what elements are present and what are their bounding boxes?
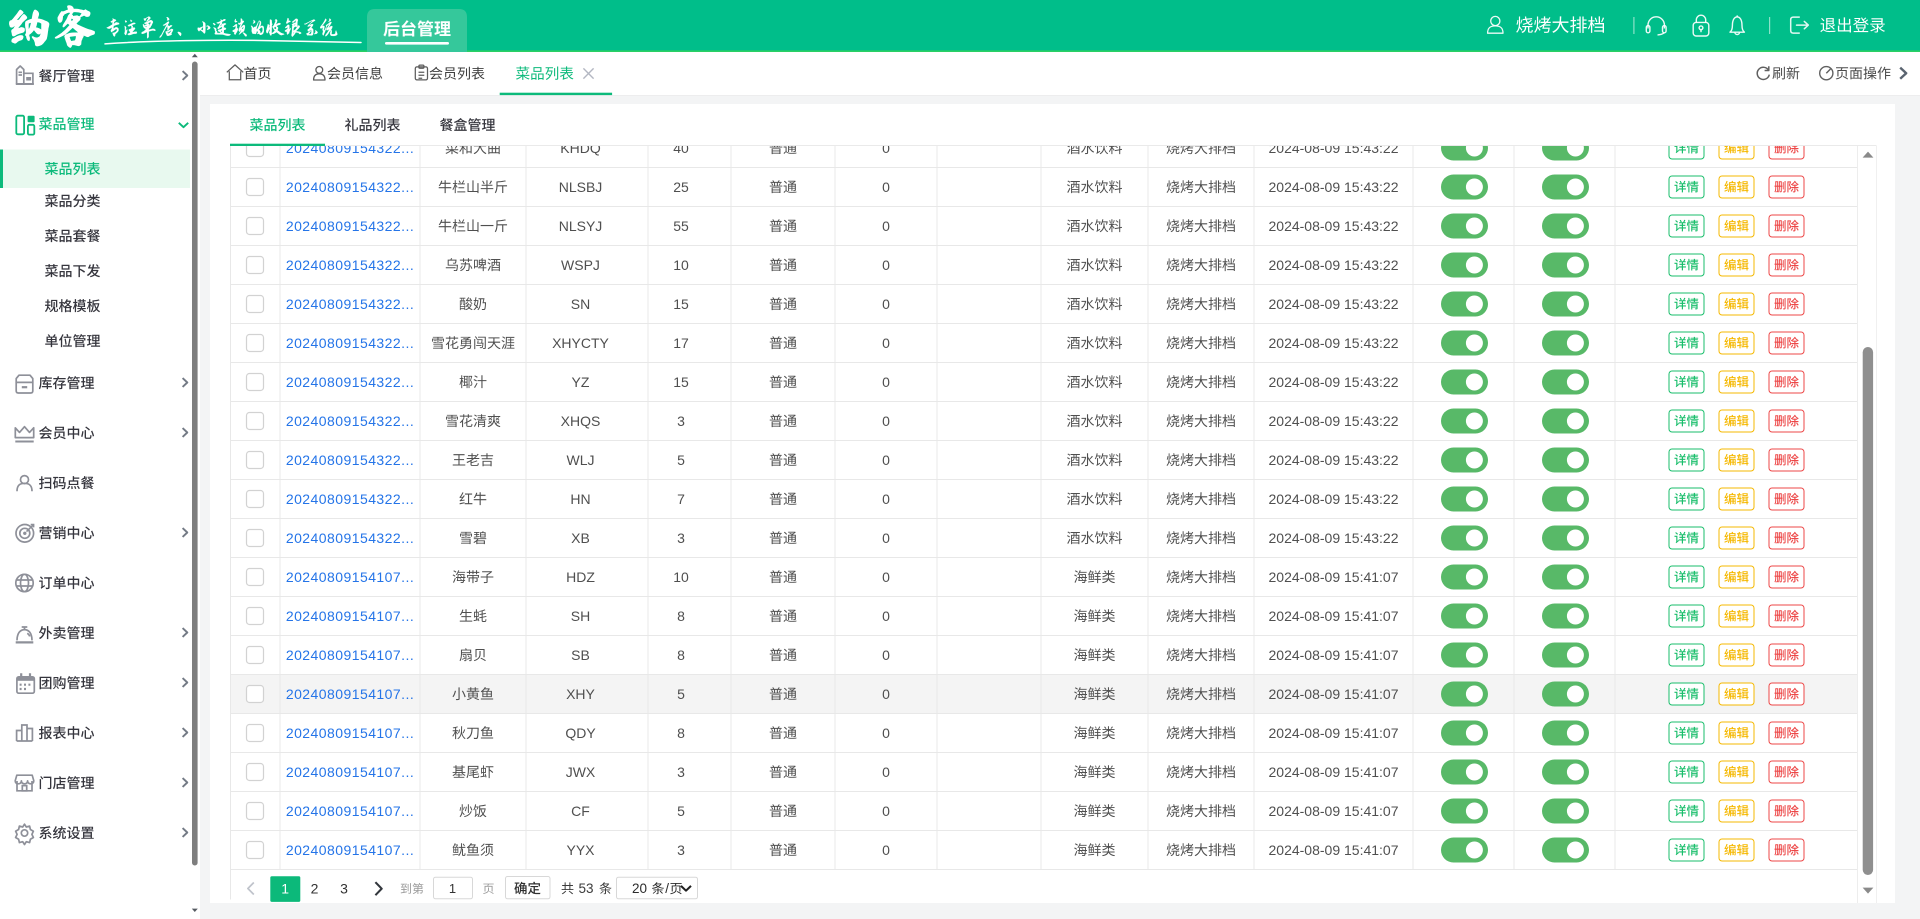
svg-text:20240809154322...: 20240809154322... — [286, 335, 414, 351]
svg-text:20240809154322...: 20240809154322... — [286, 179, 414, 195]
svg-text:20240809154107...: 20240809154107... — [286, 608, 414, 624]
svg-text:3: 3 — [340, 881, 348, 897]
svg-text:1: 1 — [449, 881, 456, 896]
svg-text:20240809154107...: 20240809154107... — [286, 842, 414, 858]
svg-text:XHQS: XHQS — [561, 413, 601, 429]
svg-text:0: 0 — [882, 374, 890, 390]
svg-text:0: 0 — [882, 296, 890, 312]
svg-text:5: 5 — [677, 803, 685, 819]
svg-text:HDZ: HDZ — [566, 569, 595, 585]
svg-text:0: 0 — [882, 569, 890, 585]
svg-text:8: 8 — [677, 608, 685, 624]
svg-text:SH: SH — [571, 608, 590, 624]
svg-text:CF: CF — [571, 803, 590, 819]
svg-text:2024-08-09 15:41:07: 2024-08-09 15:41:07 — [1269, 764, 1399, 780]
svg-text:2024-08-09 15:43:22: 2024-08-09 15:43:22 — [1269, 530, 1399, 546]
svg-text:0: 0 — [882, 764, 890, 780]
svg-text:2024-08-09 15:43:22: 2024-08-09 15:43:22 — [1269, 335, 1399, 351]
svg-text:2024-08-09 15:43:22: 2024-08-09 15:43:22 — [1269, 179, 1399, 195]
svg-text:1: 1 — [281, 881, 289, 897]
svg-text:0: 0 — [882, 686, 890, 702]
svg-text:HN: HN — [570, 491, 590, 507]
svg-text:2024-08-09 15:43:22: 2024-08-09 15:43:22 — [1269, 452, 1399, 468]
svg-text:25: 25 — [673, 179, 689, 195]
svg-text:2024-08-09 15:43:22: 2024-08-09 15:43:22 — [1269, 257, 1399, 273]
svg-text:5: 5 — [677, 686, 685, 702]
svg-text:0: 0 — [882, 530, 890, 546]
svg-text:20240809154322...: 20240809154322... — [286, 257, 414, 273]
svg-text:10: 10 — [673, 257, 689, 273]
svg-text:0: 0 — [882, 179, 890, 195]
svg-text:3: 3 — [677, 842, 685, 858]
svg-text:0: 0 — [882, 413, 890, 429]
svg-text:2024-08-09 15:41:07: 2024-08-09 15:41:07 — [1269, 686, 1399, 702]
svg-text:20240809154322...: 20240809154322... — [286, 218, 414, 234]
svg-text:3: 3 — [677, 530, 685, 546]
svg-text:QDY: QDY — [565, 725, 596, 741]
svg-text:2024-08-09 15:43:22: 2024-08-09 15:43:22 — [1269, 374, 1399, 390]
svg-text:XHY: XHY — [566, 686, 595, 702]
svg-text:0: 0 — [882, 803, 890, 819]
svg-text:WLJ: WLJ — [567, 452, 595, 468]
svg-text:20240809154107...: 20240809154107... — [286, 803, 414, 819]
svg-text:/: / — [665, 881, 669, 896]
svg-text:20240809154322...: 20240809154322... — [286, 374, 414, 390]
svg-text:20240809154107...: 20240809154107... — [286, 764, 414, 780]
svg-text:YZ: YZ — [572, 374, 590, 390]
svg-text:8: 8 — [677, 647, 685, 663]
svg-text:XHYCTY: XHYCTY — [552, 335, 609, 351]
svg-text:NLSBJ: NLSBJ — [559, 179, 603, 195]
svg-text:3: 3 — [677, 413, 685, 429]
svg-text:0: 0 — [882, 725, 890, 741]
svg-text:55: 55 — [673, 218, 689, 234]
svg-text:SN: SN — [571, 296, 590, 312]
svg-text:20240809154107...: 20240809154107... — [286, 569, 414, 585]
svg-text:8: 8 — [677, 725, 685, 741]
svg-text:17: 17 — [673, 335, 689, 351]
svg-text:0: 0 — [882, 647, 890, 663]
svg-text:15: 15 — [673, 374, 689, 390]
svg-text:0: 0 — [882, 218, 890, 234]
svg-text:20240809154322...: 20240809154322... — [286, 530, 414, 546]
svg-text:2024-08-09 15:41:07: 2024-08-09 15:41:07 — [1269, 647, 1399, 663]
svg-text:20240809154107...: 20240809154107... — [286, 686, 414, 702]
svg-text:20240809154107...: 20240809154107... — [286, 647, 414, 663]
svg-text:20240809154322...: 20240809154322... — [286, 413, 414, 429]
svg-text:53: 53 — [578, 881, 593, 896]
svg-text:2: 2 — [311, 881, 319, 897]
svg-text:20240809154322...: 20240809154322... — [286, 491, 414, 507]
svg-text:0: 0 — [882, 452, 890, 468]
svg-text:0: 0 — [882, 491, 890, 507]
svg-text:0: 0 — [882, 608, 890, 624]
svg-text:20240809154107...: 20240809154107... — [286, 725, 414, 741]
svg-text:0: 0 — [882, 335, 890, 351]
svg-text:15: 15 — [673, 296, 689, 312]
svg-text:SB: SB — [571, 647, 590, 663]
svg-text:2024-08-09 15:43:22: 2024-08-09 15:43:22 — [1269, 491, 1399, 507]
svg-text:0: 0 — [882, 842, 890, 858]
svg-text:20240809154322...: 20240809154322... — [286, 296, 414, 312]
svg-text:WSPJ: WSPJ — [561, 257, 600, 273]
svg-text:0: 0 — [882, 257, 890, 273]
svg-text:JWX: JWX — [566, 764, 596, 780]
svg-text:2024-08-09 15:41:07: 2024-08-09 15:41:07 — [1269, 569, 1399, 585]
svg-text:10: 10 — [673, 569, 689, 585]
svg-text:XB: XB — [571, 530, 590, 546]
svg-text:2024-08-09 15:43:22: 2024-08-09 15:43:22 — [1269, 413, 1399, 429]
svg-text:2024-08-09 15:41:07: 2024-08-09 15:41:07 — [1269, 725, 1399, 741]
svg-text:NLSYJ: NLSYJ — [559, 218, 603, 234]
svg-text:2024-08-09 15:41:07: 2024-08-09 15:41:07 — [1269, 803, 1399, 819]
svg-text:7: 7 — [677, 491, 685, 507]
svg-text:2024-08-09 15:41:07: 2024-08-09 15:41:07 — [1269, 842, 1399, 858]
svg-text:5: 5 — [677, 452, 685, 468]
svg-text:2024-08-09 15:43:22: 2024-08-09 15:43:22 — [1269, 296, 1399, 312]
svg-text:20240809154322...: 20240809154322... — [286, 452, 414, 468]
svg-text:20: 20 — [632, 881, 647, 896]
svg-text:YYX: YYX — [566, 842, 595, 858]
svg-text:2024-08-09 15:41:07: 2024-08-09 15:41:07 — [1269, 608, 1399, 624]
svg-text:2024-08-09 15:43:22: 2024-08-09 15:43:22 — [1269, 218, 1399, 234]
svg-text:3: 3 — [677, 764, 685, 780]
svg-text:0: 0 — [882, 140, 890, 156]
